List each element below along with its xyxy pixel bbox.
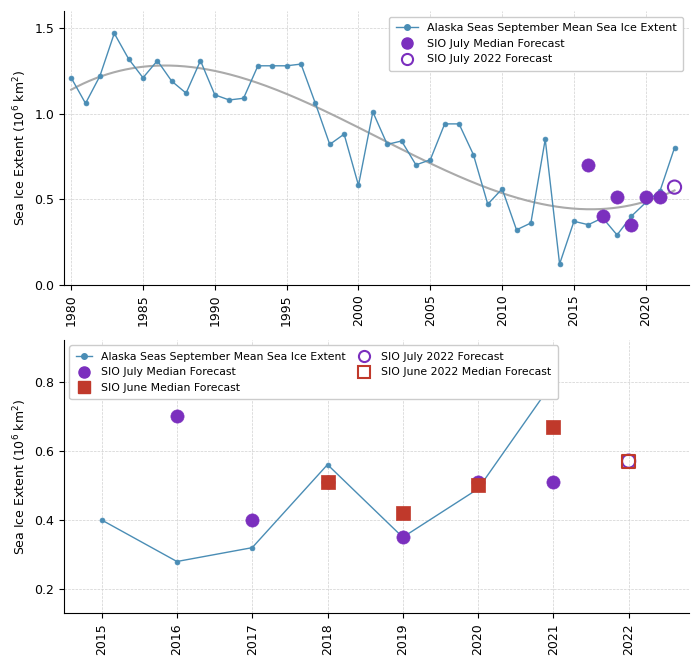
Point — [473, 480, 484, 491]
Legend: Alaska Seas September Mean Sea Ice Extent, SIO July Median Forecast, SIO June Me: Alaska Seas September Mean Sea Ice Exten… — [69, 346, 558, 399]
Point — [623, 456, 634, 466]
Point — [397, 532, 408, 543]
Point — [669, 182, 680, 192]
Point — [322, 477, 333, 488]
Legend: Alaska Seas September Mean Sea Ice Extent, SIO July Median Forecast, SIO July 20: Alaska Seas September Mean Sea Ice Exten… — [389, 17, 683, 71]
Point — [654, 192, 666, 202]
Point — [322, 477, 333, 488]
Point — [640, 192, 652, 202]
Point — [612, 192, 623, 202]
Point — [597, 211, 608, 222]
Point — [548, 477, 559, 488]
Point — [548, 421, 559, 432]
Point — [582, 160, 594, 170]
Point — [172, 411, 183, 422]
Point — [626, 219, 637, 230]
Y-axis label: Sea Ice Extent (10$^6$ km$^2$): Sea Ice Extent (10$^6$ km$^2$) — [11, 398, 29, 555]
Point — [246, 515, 258, 525]
Point — [623, 456, 634, 466]
Point — [397, 507, 408, 518]
Point — [473, 477, 484, 488]
Y-axis label: Sea Ice Extent (10$^6$ km$^2$): Sea Ice Extent (10$^6$ km$^2$) — [11, 70, 29, 226]
